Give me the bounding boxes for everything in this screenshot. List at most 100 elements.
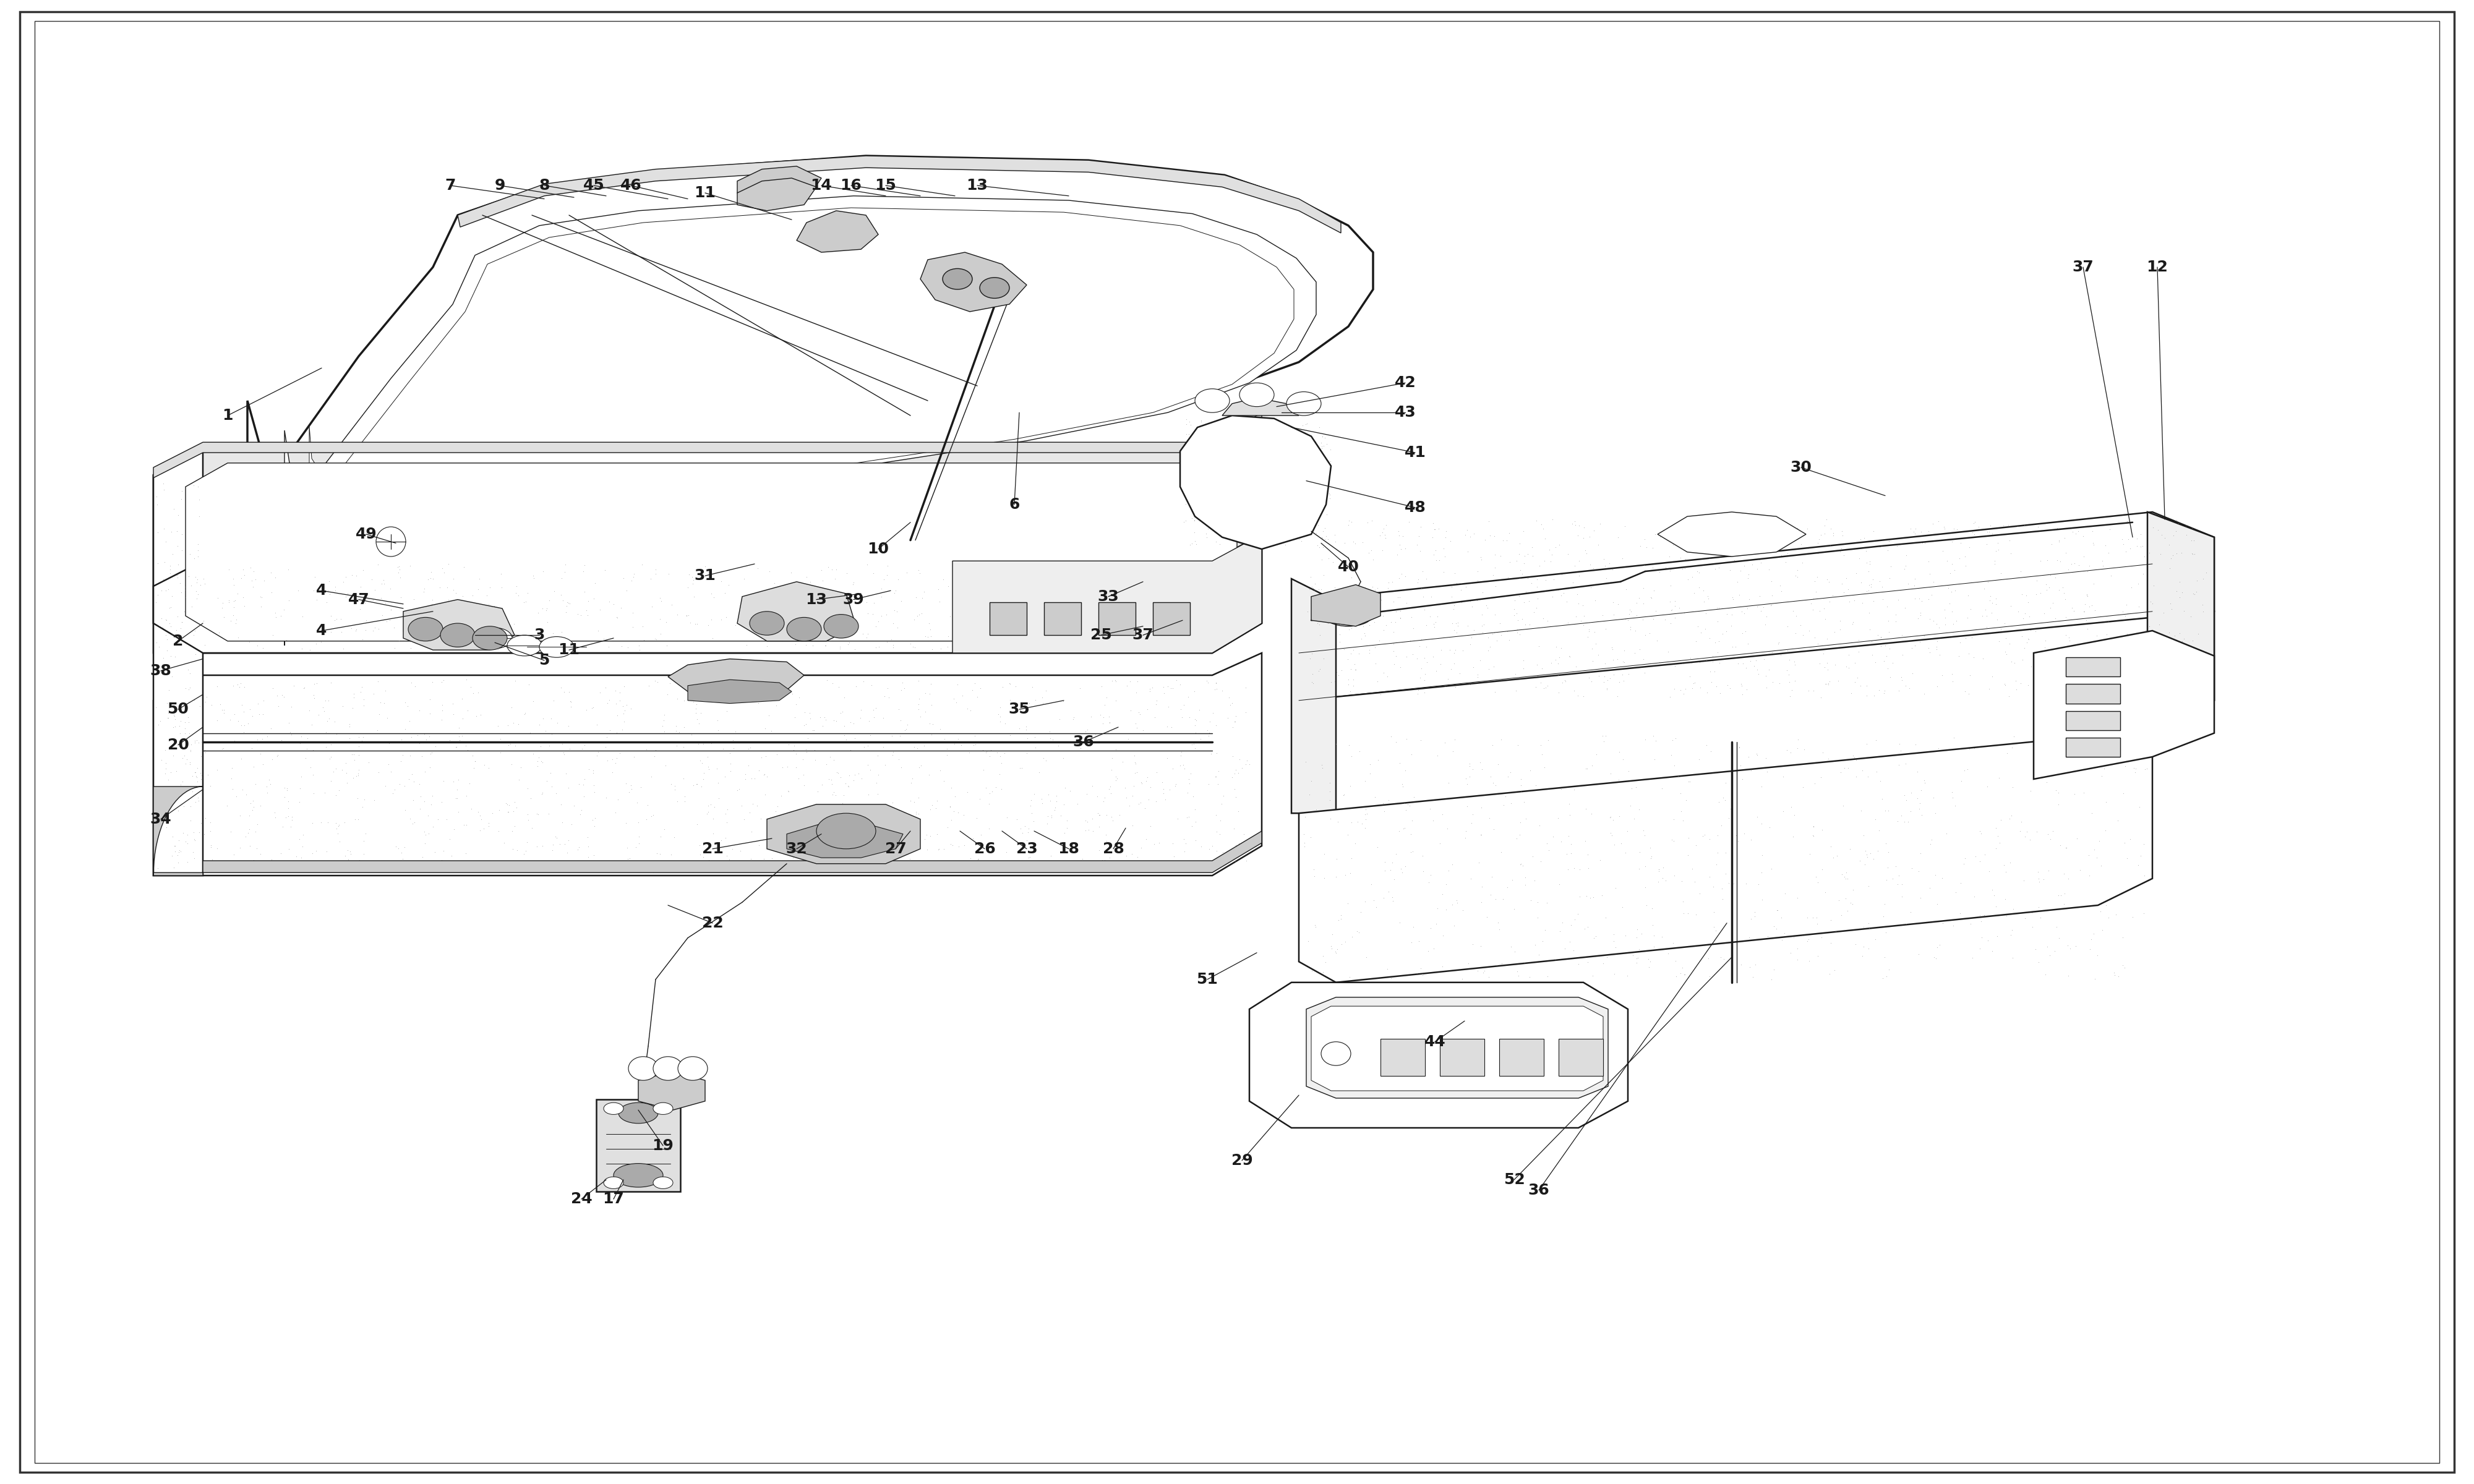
- Point: [1341, 626, 1380, 650]
- Point: [2105, 604, 2145, 628]
- Point: [1722, 672, 1761, 696]
- Point: [1860, 635, 1900, 659]
- Point: [1225, 459, 1264, 482]
- Point: [1727, 871, 1766, 895]
- Point: [1475, 818, 1514, 841]
- Point: [1737, 649, 1776, 672]
- Point: [1719, 583, 1759, 607]
- Point: [542, 583, 581, 607]
- Point: [789, 822, 829, 846]
- Point: [1022, 626, 1061, 650]
- Point: [1680, 675, 1719, 699]
- Point: [374, 616, 413, 640]
- Point: [898, 828, 938, 852]
- Point: [1974, 883, 2014, 907]
- Point: [740, 758, 779, 782]
- Ellipse shape: [604, 1177, 623, 1189]
- Point: [1771, 741, 1811, 764]
- Point: [433, 579, 473, 603]
- Point: [1779, 948, 1818, 972]
- Point: [1799, 542, 1838, 565]
- Point: [1291, 959, 1331, 982]
- Point: [1554, 939, 1593, 963]
- Point: [1089, 583, 1128, 607]
- Point: [1940, 546, 1979, 570]
- Point: [364, 692, 403, 715]
- Point: [2006, 819, 2046, 843]
- Point: [492, 696, 532, 720]
- Point: [1002, 757, 1042, 781]
- Point: [450, 797, 490, 821]
- Point: [1804, 641, 1843, 665]
- Point: [1079, 803, 1118, 827]
- Point: [673, 565, 713, 589]
- Point: [1175, 736, 1215, 760]
- Point: [1371, 724, 1410, 748]
- Point: [1346, 797, 1385, 821]
- Point: [502, 755, 542, 779]
- Point: [1215, 709, 1254, 733]
- Point: [1096, 689, 1136, 712]
- Point: [863, 735, 903, 758]
- Point: [143, 516, 183, 540]
- Point: [1573, 556, 1613, 580]
- Point: [1823, 524, 1863, 548]
- Point: [1749, 815, 1789, 838]
- Point: [1564, 684, 1603, 708]
- Point: [1851, 549, 1890, 573]
- Point: [1069, 810, 1108, 834]
- Point: [562, 738, 601, 761]
- Point: [1400, 635, 1440, 659]
- Point: [1316, 588, 1356, 611]
- Point: [717, 674, 757, 697]
- Point: [1225, 469, 1264, 493]
- Point: [1376, 730, 1415, 754]
- Point: [1311, 922, 1351, 945]
- Point: [418, 807, 458, 831]
- Point: [443, 614, 482, 638]
- Point: [905, 699, 945, 723]
- Point: [1385, 798, 1425, 822]
- Point: [1504, 649, 1544, 672]
- Point: [1487, 565, 1526, 589]
- Point: [210, 608, 250, 632]
- Point: [2160, 570, 2199, 594]
- Point: [544, 741, 584, 764]
- Point: [1247, 494, 1286, 518]
- Point: [1559, 858, 1598, 881]
- Point: [438, 787, 477, 810]
- Point: [1296, 450, 1336, 473]
- Text: 11: 11: [695, 186, 715, 200]
- Point: [1403, 962, 1442, 985]
- Point: [1910, 562, 1950, 586]
- Point: [1316, 941, 1356, 965]
- Point: [881, 724, 920, 748]
- Point: [2110, 671, 2150, 695]
- Point: [435, 735, 475, 758]
- Point: [2172, 629, 2212, 653]
- Point: [1509, 758, 1549, 782]
- Point: [1522, 671, 1561, 695]
- Point: [250, 561, 289, 585]
- Point: [1348, 540, 1388, 564]
- Point: [982, 778, 1022, 801]
- Point: [549, 592, 589, 616]
- Point: [1400, 666, 1440, 690]
- Point: [544, 742, 584, 766]
- Point: [559, 837, 599, 861]
- Polygon shape: [247, 156, 1373, 653]
- Point: [2182, 592, 2222, 616]
- Point: [198, 620, 238, 644]
- Point: [1737, 953, 1776, 976]
- Point: [304, 699, 344, 723]
- Point: [391, 763, 430, 787]
- Point: [2036, 779, 2076, 803]
- Point: [1442, 966, 1482, 990]
- Point: [1616, 807, 1655, 831]
- Polygon shape: [1249, 982, 1628, 1128]
- Point: [2046, 659, 2086, 683]
- Point: [1546, 589, 1586, 613]
- Point: [1447, 614, 1487, 638]
- Point: [708, 797, 747, 821]
- Point: [250, 717, 289, 741]
